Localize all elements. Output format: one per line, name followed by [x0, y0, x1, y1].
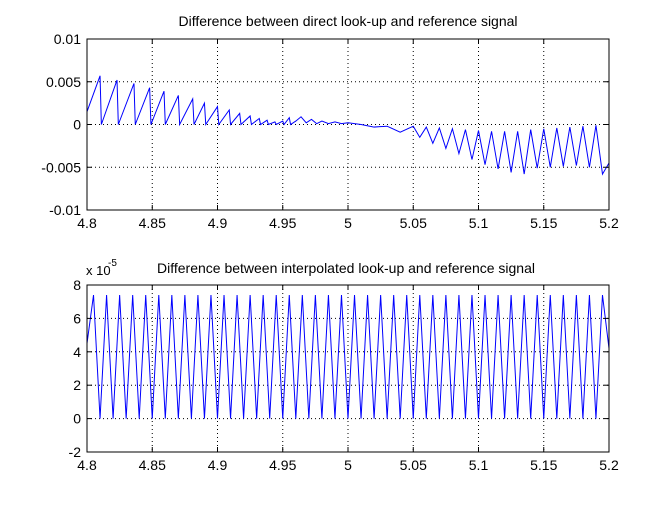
x-tick-label: 4.9: [208, 215, 228, 231]
x-tick-label: 5.1: [469, 215, 489, 231]
x-tick-label: 5: [344, 215, 352, 231]
x-tick-label: 4.85: [139, 457, 166, 473]
chart-title: Difference between direct look-up and re…: [178, 13, 517, 29]
y-tick-label: -2: [69, 444, 82, 460]
y-exponent-base: x 10: [86, 263, 111, 278]
x-tick-label: 4.8: [77, 457, 97, 473]
y-tick-label: 2: [73, 377, 81, 393]
plot-area: [87, 285, 609, 452]
series-line: [86, 75, 610, 176]
y-exponent-power: -5: [108, 258, 117, 269]
ticks: 4.8 4.85 4.9 4.95 5 5.05 5.1 5.15 5.2 -0.01 -0.005…: [41, 31, 619, 231]
x-tick-label: 5.2: [599, 457, 619, 473]
x-tick-label: 4.85: [139, 215, 166, 231]
x-tick-label: 5.15: [530, 457, 557, 473]
x-tick-label: 4.95: [269, 457, 296, 473]
y-tick-label: 6: [73, 310, 81, 326]
x-tick-label: 5.2: [599, 215, 619, 231]
chart-direct-lookup: 4.8 4.85 4.9 4.95 5 5.05 5.1 5.15 5.2 -0.01 -0.005…: [41, 13, 619, 231]
x-tick-label: 4.95: [269, 215, 296, 231]
chart-interpolated-lookup: 4.8 4.85 4.9 4.95 5 5.05 5.1 5.15 5.2 -2 0 2 4 6 8 Dif…: [69, 258, 619, 473]
chart-title: Difference between interpolated look-up …: [157, 260, 535, 276]
y-tick-label: 0: [73, 117, 81, 133]
y-tick-label: 0.005: [46, 74, 81, 90]
x-tick-label: 5.05: [400, 215, 427, 231]
series: [86, 75, 610, 176]
x-tick-label: 5.05: [400, 457, 427, 473]
grid: [87, 39, 609, 210]
x-tick-label: 5: [344, 457, 352, 473]
x-tick-label: 5.1: [469, 457, 489, 473]
series: [86, 294, 610, 419]
y-tick-label: 8: [73, 277, 81, 293]
y-tick-label: -0.01: [49, 202, 81, 218]
y-tick-label: 4: [73, 344, 81, 360]
y-tick-label: 0: [73, 411, 81, 427]
x-tick-label: 4.8: [77, 215, 97, 231]
ticks: 4.8 4.85 4.9 4.95 5 5.05 5.1 5.15 5.2 -2 0 2 4 6 8: [69, 277, 619, 473]
series-line: [86, 294, 610, 419]
x-tick-label: 5.15: [530, 215, 557, 231]
x-tick-label: 4.9: [208, 457, 228, 473]
y-tick-label: 0.01: [54, 31, 81, 47]
y-tick-label: -0.005: [41, 159, 81, 175]
